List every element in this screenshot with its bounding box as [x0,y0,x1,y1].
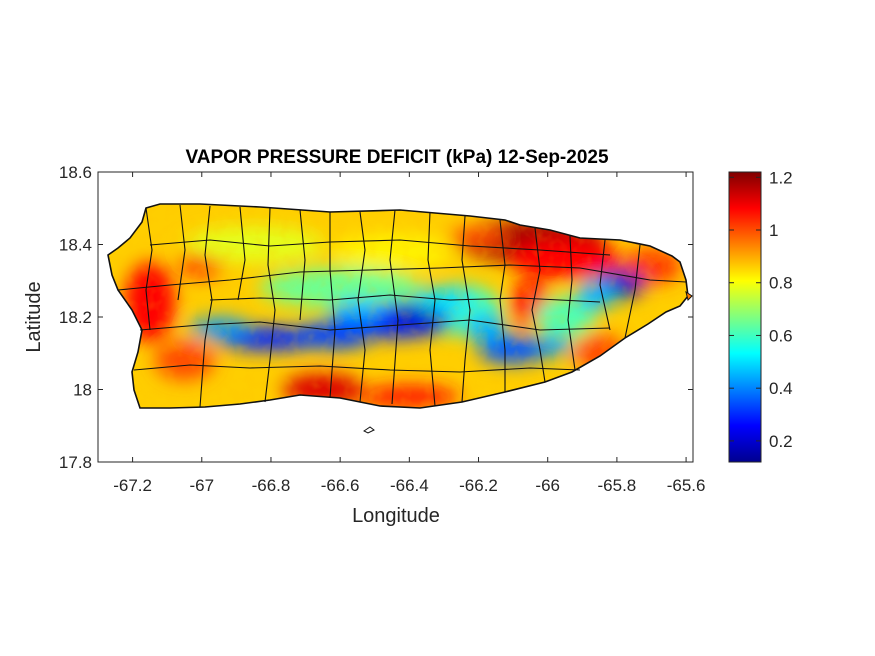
x-tick-label: -67.2 [113,476,152,495]
islet [363,426,375,434]
colorbar-tick-label: 1 [769,221,778,240]
municipality-boundary [389,209,399,405]
y-tick-label: 18.6 [59,163,92,182]
x-tick-label: -66.4 [390,476,429,495]
municipality-boundary [133,364,581,373]
x-tick-label: -66 [535,476,560,495]
municipality-boundary [357,211,366,403]
island-coastline [107,203,689,409]
x-tick-label: -65.6 [667,476,706,495]
x-axis: -67.2 -67 -66.8 -66.6 -66.4 -66.2 -66 -65.8 -65.… [113,172,705,495]
colorbar-ticks: 1.2 1 0.8 0.6 0.4 0.2 [729,168,793,451]
municipality-boundary [624,244,641,339]
y-axis-label: Latitude [23,281,45,352]
y-tick-label: 18.2 [59,308,92,327]
x-tick-label: -65.8 [598,476,637,495]
x-tick-label: -66.8 [252,476,291,495]
municipality-boundary [139,319,611,331]
islet [685,290,693,301]
municipality-boundary [237,206,246,301]
y-tick-label: 18.4 [59,236,92,255]
municipality-boundaries [107,203,689,409]
x-tick-label: -66.2 [459,476,498,495]
y-axis: 18.6 18.4 18.2 18 17.8 [59,163,693,472]
municipality-boundary [177,204,186,301]
municipality-boundary [499,219,506,392]
municipality-boundary [145,207,153,331]
colorbar-tick-label: 0.8 [769,274,793,293]
colorbar-tick-label: 0.2 [769,432,793,451]
colorbar-gradient [728,171,762,463]
municipality-boundary [117,264,687,291]
islets [363,290,693,434]
x-axis-label: Longitude [352,505,440,527]
colorbar-tick-label: 0.4 [769,379,793,398]
y-tick-label: 17.8 [59,453,92,472]
municipality-boundary [531,227,546,383]
colorbar-tick-label: 1.2 [769,168,793,187]
x-tick-label: -67 [189,476,214,495]
x-tick-label: -66.6 [321,476,360,495]
chart-title: VAPOR PRESSURE DEFICIT (kPa) 12-Sep-2025 [185,147,608,168]
municipality-boundary [299,209,306,321]
municipality-boundary [149,239,611,256]
colorbar-tick-label: 0.6 [769,326,793,345]
municipality-boundary [427,211,436,407]
municipality-boundary [209,294,601,303]
y-tick-label: 18 [73,381,92,400]
colorbar: 1.2 1 0.8 0.6 0.4 0.2 [728,168,793,463]
